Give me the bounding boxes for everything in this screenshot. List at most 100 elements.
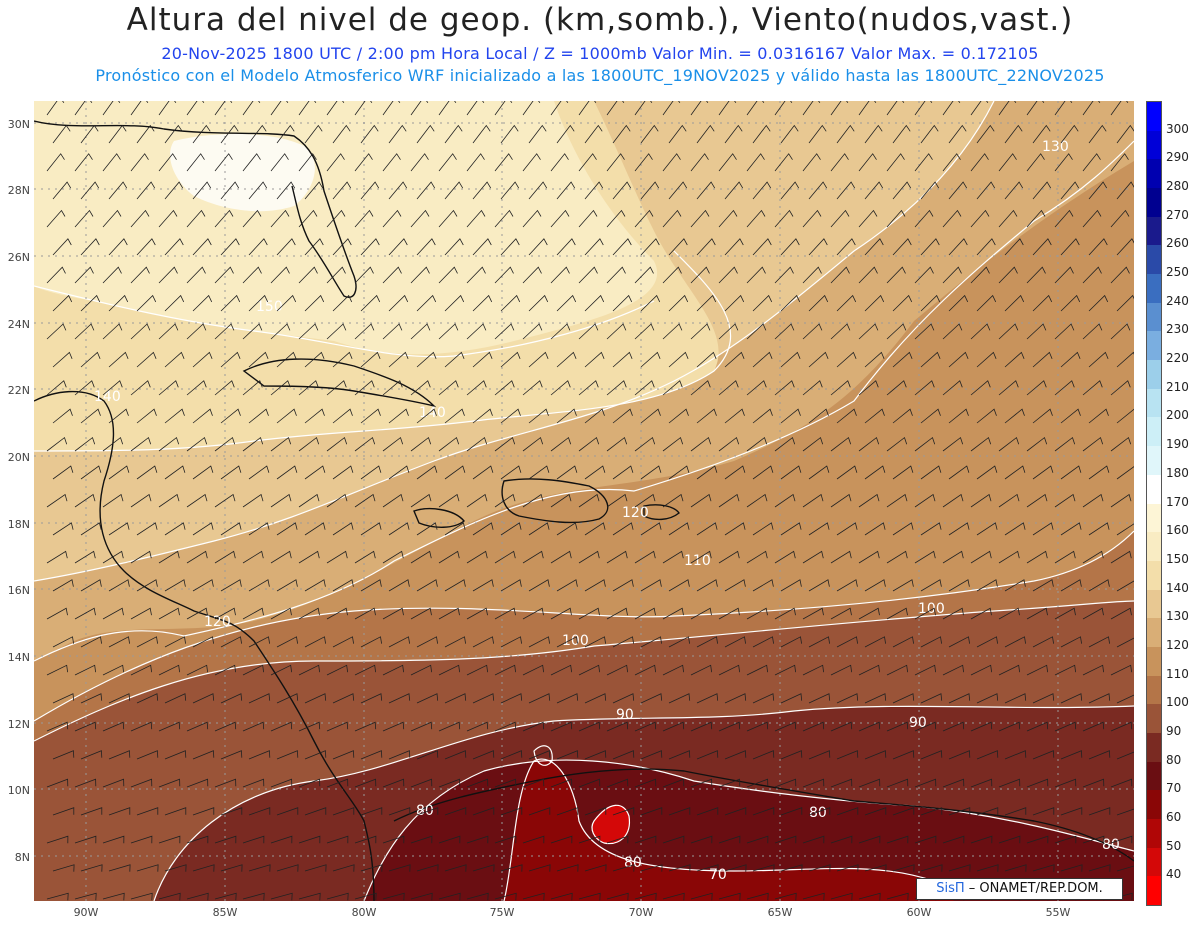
wind-barb — [948, 238, 968, 256]
wind-barb — [718, 436, 740, 452]
wind-barb — [752, 465, 774, 480]
wind-barb — [780, 294, 801, 312]
wind-barb — [164, 522, 186, 536]
wind-barb — [360, 465, 382, 480]
wind-barb — [556, 181, 576, 200]
wind-barb — [606, 607, 628, 620]
wind-barb — [522, 436, 544, 452]
wind-barb — [836, 807, 859, 816]
lat-label: 22N — [7, 384, 30, 397]
wind-barb — [80, 522, 102, 536]
wind-barb — [410, 380, 431, 396]
colorbar-segment — [1147, 274, 1161, 304]
wind-barb — [802, 892, 825, 901]
wind-barb — [1060, 807, 1083, 816]
wind-barb — [696, 750, 719, 760]
wind-barb — [304, 238, 324, 256]
wind-barb — [886, 607, 908, 620]
wind-barb — [332, 351, 353, 368]
wind-barb — [388, 124, 407, 144]
wind-barb — [640, 181, 660, 200]
wind-barb — [332, 693, 355, 704]
wind-barb — [416, 181, 436, 200]
wind-barb — [444, 408, 465, 424]
wind-barb — [276, 579, 298, 592]
wind-barb — [1054, 436, 1076, 452]
wind-barb — [970, 721, 993, 732]
wind-barb — [136, 465, 158, 480]
wind-barb — [724, 636, 746, 648]
wind-barb — [326, 436, 348, 452]
colorbar-segment — [1147, 589, 1161, 619]
wind-barb — [858, 664, 880, 676]
wind-barb — [108, 238, 128, 256]
wind-barb — [584, 408, 605, 424]
wind-barb — [466, 721, 489, 732]
wind-barb — [668, 807, 691, 816]
wind-barb — [802, 778, 825, 788]
wind-barb — [1110, 607, 1132, 620]
colorbar-level-label: 140 — [1166, 580, 1189, 595]
contour-140 — [34, 250, 732, 452]
wind-barb — [836, 465, 858, 480]
colorbar-level-label: 230 — [1166, 322, 1189, 337]
contour-110 — [34, 530, 1134, 722]
wind-barb — [220, 294, 241, 312]
wind-barb — [270, 892, 293, 901]
wind-barb — [354, 436, 376, 452]
wind-barb — [718, 323, 739, 340]
wind-barb — [578, 380, 599, 396]
wind-barb — [998, 380, 1019, 396]
wind-barb — [360, 124, 379, 144]
wind-barb — [606, 380, 627, 396]
wind-barb — [164, 351, 185, 368]
wind-barb — [354, 266, 374, 284]
wind-barb — [780, 238, 800, 256]
wind-barb — [158, 323, 179, 340]
wind-barb — [718, 493, 740, 508]
wind-barb — [892, 807, 915, 816]
wind-barb — [752, 238, 772, 256]
wind-barb — [942, 153, 961, 172]
wind-barb — [242, 153, 261, 172]
colorbar-segment — [1147, 102, 1161, 132]
map-canvas: 150 140 140 130 120 120 110 100 100 90 9… — [34, 101, 1134, 901]
wind-barb — [1032, 351, 1053, 368]
wind-barb — [942, 493, 964, 508]
forecast-map[interactable]: 150 140 140 130 120 120 110 100 100 90 9… — [34, 101, 1134, 901]
wind-barb — [164, 181, 184, 200]
wind-barb — [298, 380, 319, 396]
wind-barb — [74, 721, 97, 732]
wind-barb — [220, 181, 240, 200]
wind-barb — [690, 380, 711, 396]
wind-barb — [158, 892, 181, 901]
wind-barb — [444, 807, 467, 816]
wind-barb — [332, 408, 353, 424]
colorbar-segment — [1147, 417, 1161, 447]
wind-barb — [948, 124, 967, 144]
wind-barb — [522, 778, 545, 788]
wind-barb — [444, 750, 467, 760]
wind-barb — [192, 238, 212, 256]
wind-barb — [640, 238, 660, 256]
wind-barb — [802, 550, 824, 564]
contour-label: 110 — [684, 553, 711, 569]
wind-barb — [158, 153, 177, 172]
coast-cuba — [242, 358, 437, 408]
wind-barb — [1032, 181, 1052, 200]
wind-barb — [186, 892, 209, 901]
wind-barb — [830, 664, 852, 676]
wind-barb — [662, 380, 683, 396]
wind-barb — [802, 664, 824, 676]
wind-barb — [752, 636, 774, 648]
wind-barb — [192, 636, 214, 648]
contour-label: 150 — [256, 299, 283, 315]
wind-barb — [382, 101, 401, 116]
contour-label: 140 — [419, 405, 446, 421]
colorbar-level-label: 300 — [1166, 121, 1189, 136]
wind-barb — [578, 778, 601, 788]
wind-barb — [886, 493, 908, 508]
wind-barb — [220, 807, 243, 816]
wind-barb — [1110, 380, 1131, 396]
wind-barb — [1082, 607, 1104, 620]
